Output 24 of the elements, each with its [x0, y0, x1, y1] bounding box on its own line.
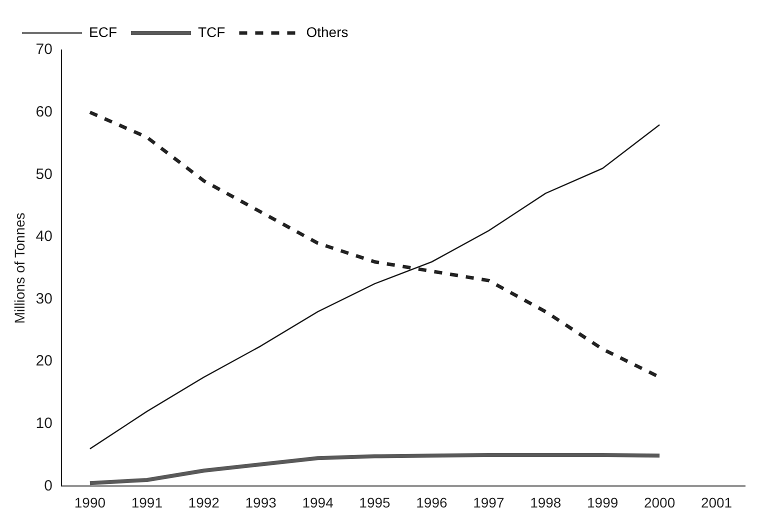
y-tick-label: 60 [36, 103, 52, 120]
legend-label: Others [306, 24, 348, 40]
y-tick-label: 0 [44, 477, 52, 494]
x-tick-label: 1991 [131, 494, 163, 510]
x-tick-label: 2000 [644, 494, 676, 510]
x-tick-label: 1993 [245, 494, 277, 510]
x-tick-label: 1999 [587, 494, 618, 510]
legend-label: ECF [89, 24, 117, 40]
x-tick-label: 1990 [74, 494, 106, 510]
legend-label: TCF [198, 24, 226, 40]
y-tick-label: 70 [36, 41, 52, 58]
y-tick-label: 20 [36, 352, 52, 370]
x-tick-label: 2001 [700, 494, 732, 510]
y-axis-title: Millions of Tonnes [11, 212, 28, 324]
y-tick-label: 40 [36, 228, 52, 246]
y-tick-label: 10 [36, 415, 52, 432]
x-tick-label: 1996 [416, 494, 448, 510]
x-tick-label: 1994 [302, 494, 334, 510]
x-tick-label: 1992 [188, 494, 220, 510]
x-tick-label: 1998 [530, 494, 562, 510]
y-tick-label: 50 [36, 166, 52, 183]
y-tick-label: 30 [36, 290, 52, 308]
x-tick-label: 1995 [359, 494, 391, 510]
x-tick-label: 1997 [473, 494, 504, 510]
